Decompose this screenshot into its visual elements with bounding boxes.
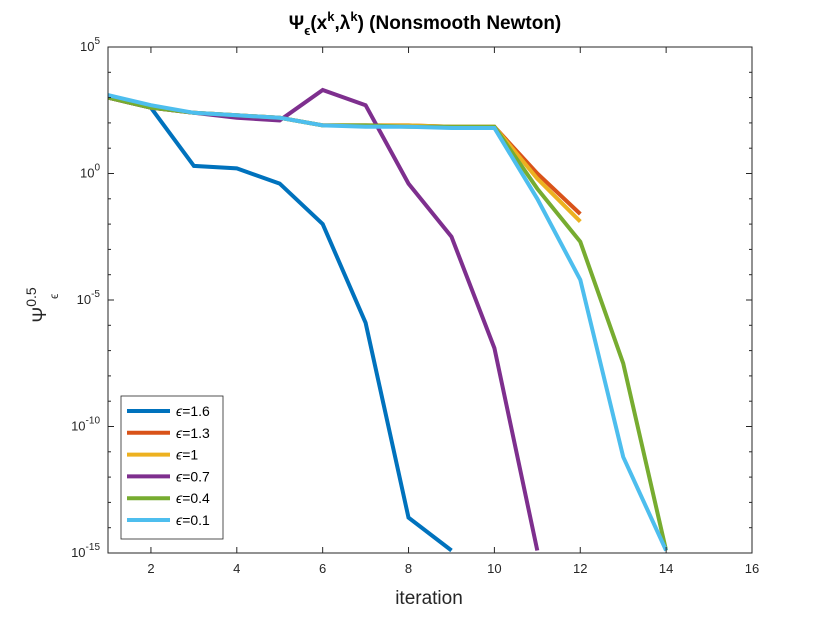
ylabel-base: Ψ xyxy=(30,307,51,323)
x-tick-label-5: 12 xyxy=(573,561,587,576)
title-psi: Ψ xyxy=(289,13,304,34)
series-layer xyxy=(107,87,669,553)
chart-title: Ψϵ(xk,λk) (Nonsmooth Newton) xyxy=(289,9,562,38)
title-eps: ϵ xyxy=(304,23,310,38)
y-tick-label-4: 105 xyxy=(80,36,100,54)
title-comma: ,λ xyxy=(334,13,350,34)
ylabel-sup: 0.5 xyxy=(23,287,39,307)
title-k1: k xyxy=(327,9,335,24)
y-tick-label-1: 10-10 xyxy=(71,416,100,434)
legend-label-2: ϵ=1 xyxy=(176,447,198,463)
legend: ϵ=1.6 ϵ=1.3 ϵ=1 ϵ=0.7 ϵ=0.4 ϵ=0.1 xyxy=(120,395,224,540)
legend-label-0: ϵ=1.6 xyxy=(176,403,210,419)
title-open: (x xyxy=(310,13,327,34)
title-close: ) (Nonsmooth Newton) xyxy=(358,13,562,34)
x-tick-label-0: 2 xyxy=(147,561,154,576)
legend-label-3: ϵ=0.7 xyxy=(176,468,210,484)
x-tick-label-6: 14 xyxy=(659,561,673,576)
series-line-5 xyxy=(107,93,668,552)
legend-box xyxy=(120,395,224,540)
x-axis-label: iteration xyxy=(395,588,463,609)
svg-text:Ψ0.5: Ψ0.5 xyxy=(23,287,51,323)
y-tick-label-3: 100 xyxy=(80,163,100,181)
y-axis-label: Ψ0.5 ϵ xyxy=(23,287,61,323)
x-tick-label-7: 16 xyxy=(745,561,759,576)
y-tick-label-2: 10-5 xyxy=(77,289,101,307)
x-tick-label-3: 8 xyxy=(405,561,412,576)
legend-label-4: ϵ=0.4 xyxy=(176,490,210,506)
series-line-0 xyxy=(107,95,453,553)
legend-label-1: ϵ=1.3 xyxy=(176,425,210,441)
x-tick-label-1: 4 xyxy=(233,561,240,576)
legend-label-5: ϵ=0.1 xyxy=(176,512,210,528)
title-k2: k xyxy=(350,9,358,24)
ylabel-sub: ϵ xyxy=(47,294,61,299)
x-tick-label-4: 10 xyxy=(487,561,501,576)
axes-layer: 2 4 6 8 10 12 14 16 10-15 10-10 10-5 100 105 xyxy=(71,36,759,576)
x-tick-label-2: 6 xyxy=(319,561,326,576)
y-tick-label-0: 10-15 xyxy=(71,542,100,560)
